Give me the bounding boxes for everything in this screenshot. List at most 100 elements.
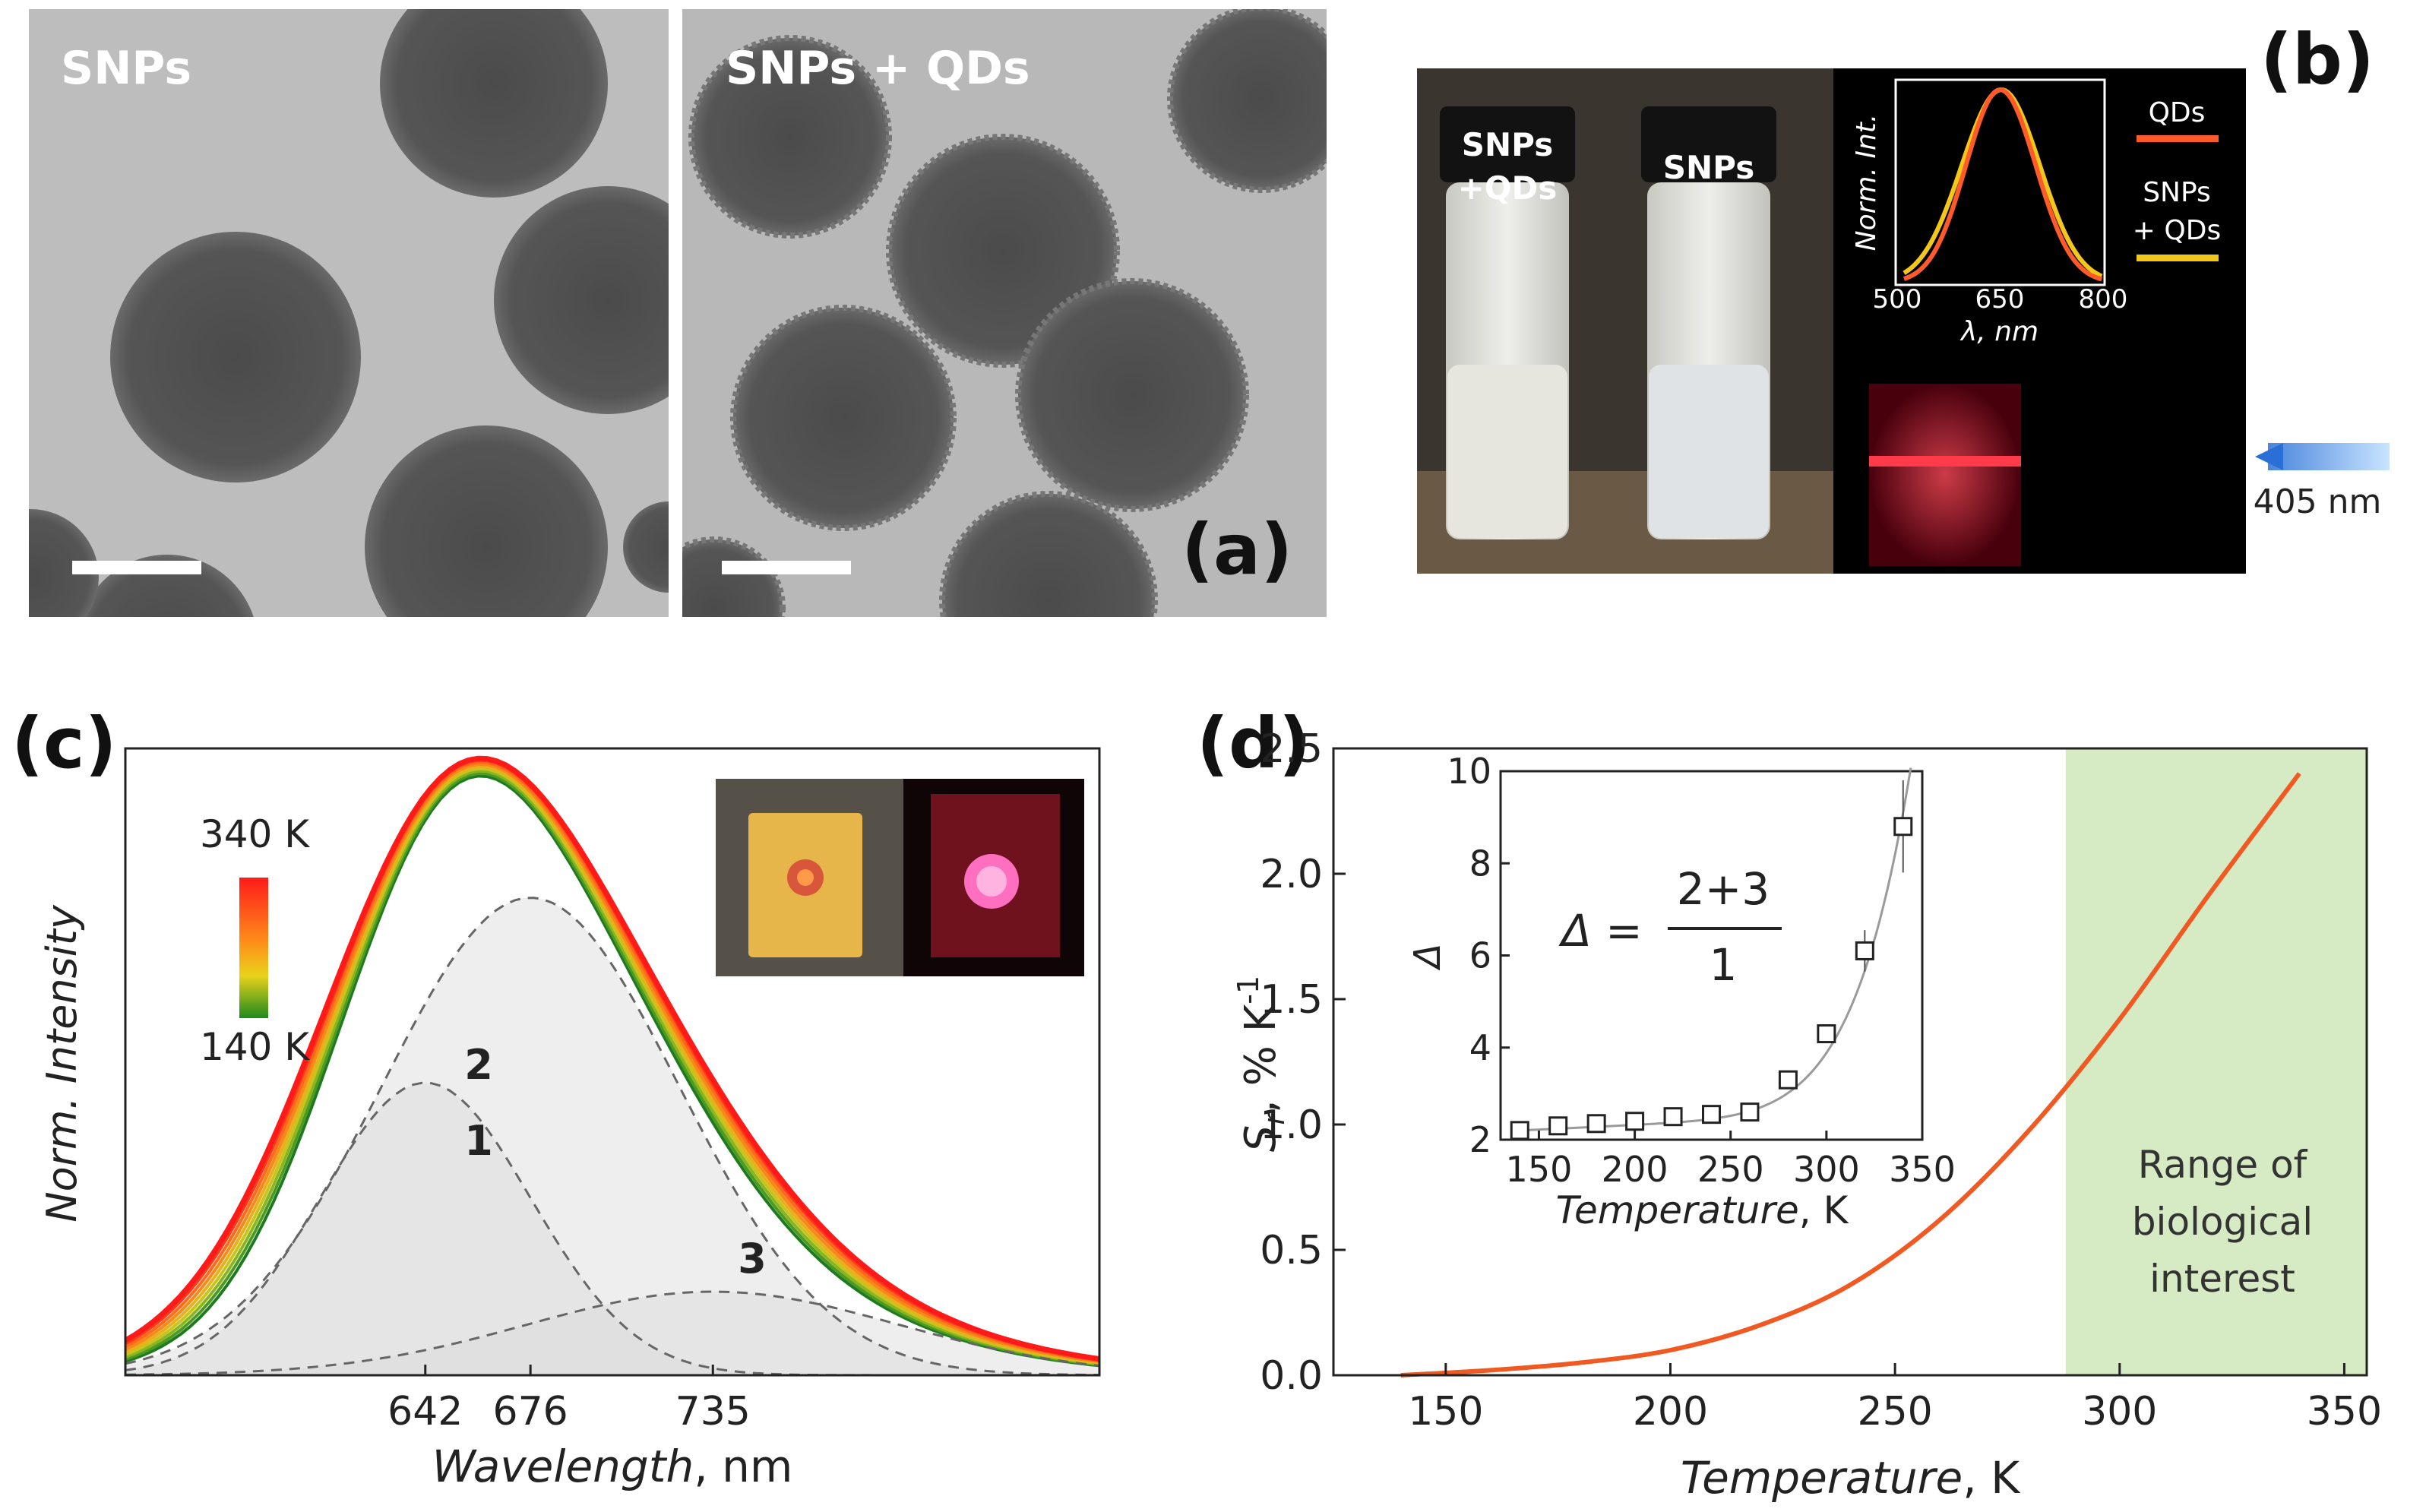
inset-point xyxy=(1778,1070,1798,1090)
inset-point xyxy=(1855,941,1874,960)
inset-curve-qds xyxy=(1903,87,2103,282)
inset-ylabel: Norm. Int. xyxy=(1851,114,1882,251)
ylabel-d-unit: , % K xyxy=(1236,1003,1286,1113)
shade-text-line1: Range of xyxy=(2138,1143,2308,1187)
legend-qds-swatch xyxy=(2137,135,2219,142)
shade-text-line2: biological xyxy=(2132,1200,2313,1244)
peak-2-curve xyxy=(125,897,1100,1377)
spectrum-mid-1 xyxy=(125,771,1100,1367)
inset-ytick-label-6: 6 xyxy=(1469,935,1491,976)
inset-xlabel: λ, nm xyxy=(1959,316,2039,347)
xlabel-d: Temperature, K xyxy=(1681,1452,2021,1504)
ytick-label-d-0.5: 0.5 xyxy=(1260,1228,1323,1273)
xtick-label-d-150: 150 xyxy=(1408,1389,1483,1435)
inset-ytick-label-2: 2 xyxy=(1469,1119,1491,1160)
panel-d: (d) 0.0 0.5 1.0 1.5 2.0 2.5 150 200 250 300 350 Ra… xyxy=(1197,703,2382,1504)
inset-point xyxy=(1586,1114,1606,1134)
panel-c-inset-photos xyxy=(716,779,1084,976)
excitation-arrow: 405 nm xyxy=(2254,443,2390,521)
xlabel-c: Wavelength, nm xyxy=(432,1441,793,1492)
panel-letter-d: (d) xyxy=(1197,703,1311,784)
equation-lhs: Δ = xyxy=(1558,905,1643,957)
scale-bar-right xyxy=(722,561,851,574)
biological-range-shading xyxy=(2065,748,2367,1375)
inset-xtick-label-300: 300 xyxy=(1793,1149,1860,1190)
legend-snps-qds-swatch xyxy=(2137,255,2219,261)
excitation-label: 405 nm xyxy=(2254,482,2382,521)
panel-c: (c) 642 676 735 Norm. Intensity Wavelength… xyxy=(11,703,1101,1492)
shade-text-line3: interest xyxy=(2149,1257,2295,1301)
spectrum-mid-4 xyxy=(125,764,1100,1365)
label-snps-qds: SNPs + QDs xyxy=(726,42,1030,95)
equation-fraction-bar xyxy=(1668,927,1782,930)
panel-b-inset: Norm. Int. 500 650 800 λ, nm xyxy=(1851,78,2127,347)
colorbar-top-label: 340 K xyxy=(200,812,310,856)
ytick-label-d-1.0: 1.0 xyxy=(1260,1102,1323,1148)
vial-snps: SNPs xyxy=(1641,106,1776,539)
inset-xlabel-d: Temperature, K xyxy=(1556,1188,1849,1232)
xlabel-c-unit: , nm xyxy=(694,1441,792,1492)
peak-3-curve xyxy=(125,1290,1100,1376)
xlabel-c-italic: Wavelength xyxy=(432,1441,694,1492)
inset-xtick-500: 500 xyxy=(1873,284,1922,315)
red-emission-glow xyxy=(1869,384,2021,566)
inset-point xyxy=(1663,1107,1683,1127)
ytick-label-d-1.5: 1.5 xyxy=(1260,977,1323,1023)
inset-xtick-label-150: 150 xyxy=(1506,1149,1573,1190)
panel-b: SNPs +QDs SNPs Norm. Int. 500 650 800 λ,… xyxy=(1417,19,2390,574)
inset-frame xyxy=(1894,78,2106,286)
inset-xlabel-d-italic: Temperature xyxy=(1556,1188,1799,1232)
spectrum-mid-5 xyxy=(125,762,1100,1364)
inset-point xyxy=(1817,1024,1836,1044)
peak-2-area xyxy=(125,897,1099,1375)
legend-snps-qds-line1: SNPs xyxy=(2143,177,2211,208)
inset-point xyxy=(1510,1121,1529,1140)
inset-point xyxy=(1548,1116,1568,1136)
xlabel-d-italic: Temperature xyxy=(1681,1452,1963,1504)
panel-letter-a: (a) xyxy=(1181,509,1292,590)
ytick-label-d-2.0: 2.0 xyxy=(1260,852,1323,897)
equation-denominator: 1 xyxy=(1710,939,1738,991)
equation-numerator: 2+3 xyxy=(1677,863,1770,915)
vial1-label-line2: +QDs xyxy=(1458,169,1558,207)
xtick-label-d-250: 250 xyxy=(1857,1389,1932,1435)
inset-point xyxy=(1893,817,1913,837)
spectrum-140K xyxy=(125,774,1100,1368)
temperature-colorbar: 340 K 140 K xyxy=(200,812,310,1069)
peak-1-label: 1 xyxy=(464,1117,493,1165)
panel-b-legend: QDs SNPs + QDs xyxy=(2133,97,2221,261)
inset-frame-d xyxy=(1499,770,1924,1141)
spectrum-mid-2 xyxy=(125,769,1100,1366)
vial1-label-line1: SNPs xyxy=(1462,126,1553,163)
ylabel-d: Sr, % K-1 xyxy=(1232,976,1291,1152)
peak-2-label: 2 xyxy=(464,1041,493,1089)
inset-point xyxy=(1702,1105,1721,1125)
inset-ytick-label-8: 8 xyxy=(1469,843,1491,884)
inset-xtick-label-350: 350 xyxy=(1889,1149,1956,1190)
peak-3-area xyxy=(125,1292,1099,1375)
vial2-label: SNPs xyxy=(1663,149,1754,186)
inset-point xyxy=(1625,1112,1645,1131)
spectrum-340K xyxy=(124,755,1100,1362)
xtick-label-d-350: 350 xyxy=(2307,1389,2382,1435)
xtick-label-d-200: 200 xyxy=(1633,1389,1708,1435)
panel-letter-c: (c) xyxy=(11,703,117,784)
xtick-label-735: 735 xyxy=(675,1389,751,1435)
ylabel-d-sup: -1 xyxy=(1232,976,1265,1004)
peak-1-area xyxy=(125,1083,1099,1375)
vial-snps-qds: SNPs +QDs xyxy=(1440,106,1575,539)
sensitivity-curve xyxy=(1400,772,2301,1378)
scale-bar-left xyxy=(72,561,201,574)
xtick-label-676: 676 xyxy=(493,1389,568,1435)
panel-a: SNPs SNPs + QDs (a) xyxy=(29,9,1327,617)
spectrum-mid-3 xyxy=(125,767,1100,1365)
xtick-label-d-300: 300 xyxy=(2082,1389,2157,1435)
peak-3-label: 3 xyxy=(738,1235,767,1283)
plot-frame-d xyxy=(1332,747,2368,1377)
inset-xtick-650: 650 xyxy=(1975,284,2025,315)
panel-letter-b: (b) xyxy=(2260,19,2374,100)
ytick-label-d-0.0: 0.0 xyxy=(1260,1353,1323,1399)
inset-ytick-label-4: 4 xyxy=(1469,1027,1491,1068)
ylabel-d-main: S xyxy=(1236,1125,1286,1153)
